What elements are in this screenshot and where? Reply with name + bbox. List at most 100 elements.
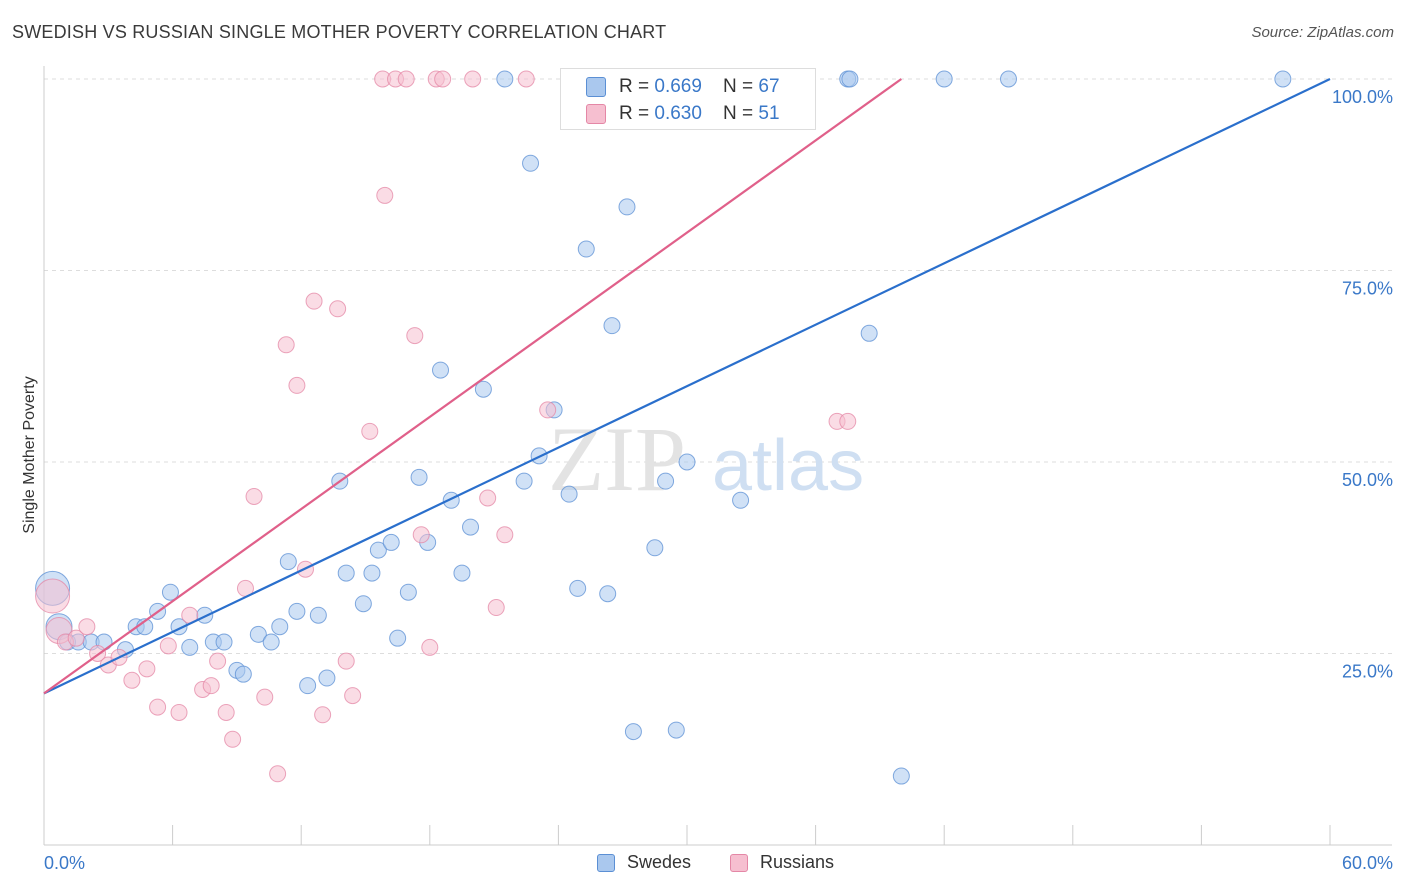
swedes-point [399, 583, 417, 601]
russians-point [479, 489, 497, 507]
swedes-point [181, 638, 199, 656]
swedes-point [624, 723, 642, 741]
legend-item-swedes[interactable]: Swedes [597, 852, 691, 873]
swedes-point [234, 665, 252, 683]
russians-point [217, 703, 235, 721]
russians-point [269, 765, 287, 783]
swedes-point [271, 618, 289, 636]
russians-point [138, 660, 156, 678]
swedes-point [577, 240, 595, 258]
swedes-point [389, 629, 407, 647]
russians-point [256, 688, 274, 706]
legend-item-russians[interactable]: Russians [730, 852, 834, 873]
swedes-point [560, 485, 578, 503]
swedes-point [453, 564, 471, 582]
swedes-point [603, 317, 621, 335]
swedes-point [935, 70, 953, 88]
swedes-point [892, 767, 910, 785]
swedes-point [382, 533, 400, 551]
russians-n-value: 51 [758, 103, 780, 124]
swedes-point [618, 198, 636, 216]
russians-r-value: 0.630 [654, 103, 702, 124]
russians-point [314, 706, 332, 724]
russians-point [421, 638, 439, 656]
swedes-point [462, 518, 480, 536]
n-label: N = [723, 76, 759, 97]
russians-point [376, 186, 394, 204]
x-tick-label: 0.0% [44, 853, 85, 873]
legend-label-russians: Russians [760, 852, 835, 872]
swedes-point [309, 606, 327, 624]
russians-point [149, 698, 167, 716]
russians-point [78, 618, 96, 636]
x-tick-label: 60.0% [1342, 853, 1393, 873]
russians-point [209, 652, 227, 670]
russians-point [123, 671, 141, 689]
swedes-point [196, 606, 214, 624]
russians-point [406, 327, 424, 345]
russians-point [202, 677, 220, 695]
russians-point [170, 703, 188, 721]
swedes-point [646, 539, 664, 557]
russians-point [539, 401, 557, 419]
swedes-point [474, 380, 492, 398]
russians-point [496, 526, 514, 544]
russians-point [224, 730, 242, 748]
russians-swatch [586, 104, 606, 124]
swedes-point [432, 361, 450, 379]
swedes-point [363, 564, 381, 582]
russians-point [839, 412, 857, 430]
russians-point [412, 526, 430, 544]
swedes-point [522, 154, 540, 172]
russians-legend-swatch [730, 853, 748, 872]
russians-point [35, 578, 71, 614]
russians-point [337, 652, 355, 670]
russians-point [344, 687, 362, 705]
russians-point [67, 629, 85, 647]
y-tick-label: 25.0% [1342, 662, 1393, 682]
swedes-point [279, 553, 297, 571]
swedes-r-value: 0.669 [654, 76, 702, 97]
swedes-point [496, 70, 514, 88]
swedes-point [299, 677, 317, 695]
russians-point [361, 422, 379, 440]
y-tick-label: 100.0% [1332, 87, 1393, 107]
bottom-legend: Swedes Russians [0, 852, 1406, 878]
swedes-point [860, 324, 878, 342]
swedes-point [369, 541, 387, 559]
stats-row-swedes: R = 0.669 N = 67 [586, 74, 780, 100]
swedes-point [667, 721, 685, 739]
n-label: N = [723, 103, 759, 124]
russians-point [277, 336, 295, 354]
swedes-point [354, 595, 372, 613]
y-tick-label: 50.0% [1342, 470, 1393, 490]
stats-legend: R = 0.669 N = 67 R = 0.630 N = 51 [560, 68, 816, 130]
swedes-point [410, 468, 428, 486]
swedes-point [515, 472, 533, 490]
swedes-swatch [586, 77, 606, 97]
r-label: R = [619, 76, 655, 97]
russians-point [397, 70, 415, 88]
swedes-n-value: 67 [758, 76, 780, 97]
swedes-point [569, 579, 587, 597]
legend-label-swedes: Swedes [627, 852, 692, 872]
r-label: R = [619, 103, 655, 124]
swedes-point [1274, 70, 1292, 88]
swedes-point [215, 633, 233, 651]
swedes-point [337, 564, 355, 582]
russians-point [245, 487, 263, 505]
swedes-point [249, 625, 267, 643]
swedes-point [732, 491, 750, 509]
swedes-legend-swatch [597, 853, 615, 872]
russians-trendline [43, 78, 902, 695]
russians-point [487, 599, 505, 617]
russians-point [288, 376, 306, 394]
y-tick-label: 75.0% [1342, 279, 1393, 299]
chart-source: Source: ZipAtlas.com [1251, 24, 1394, 41]
russians-point [305, 292, 323, 310]
swedes-point [288, 602, 306, 620]
russians-point [329, 300, 347, 318]
swedes-point [657, 472, 675, 490]
swedes-point [678, 453, 696, 471]
